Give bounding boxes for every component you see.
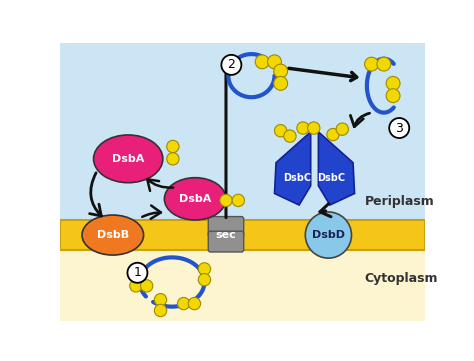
Circle shape: [167, 140, 179, 153]
Text: 3: 3: [395, 122, 403, 135]
Circle shape: [255, 55, 269, 69]
Ellipse shape: [164, 178, 226, 220]
Circle shape: [297, 122, 309, 134]
Circle shape: [198, 263, 210, 275]
Circle shape: [308, 122, 320, 134]
Circle shape: [155, 293, 167, 306]
Circle shape: [377, 57, 391, 71]
Circle shape: [188, 297, 201, 310]
Circle shape: [389, 118, 409, 138]
Text: 1: 1: [134, 266, 141, 279]
Circle shape: [267, 55, 282, 69]
Circle shape: [365, 57, 378, 71]
Text: Periplasm: Periplasm: [365, 195, 434, 208]
FancyBboxPatch shape: [208, 231, 244, 252]
Circle shape: [221, 55, 241, 75]
Circle shape: [220, 194, 232, 206]
Text: DsbA: DsbA: [112, 154, 145, 164]
Circle shape: [273, 64, 288, 78]
Text: Cytoplasm: Cytoplasm: [365, 272, 438, 285]
Circle shape: [128, 263, 147, 283]
Text: DsbA: DsbA: [179, 194, 211, 204]
Circle shape: [198, 274, 210, 286]
Polygon shape: [61, 43, 425, 221]
Circle shape: [305, 212, 352, 258]
Circle shape: [327, 129, 339, 141]
Ellipse shape: [82, 215, 144, 255]
Polygon shape: [61, 250, 425, 321]
Circle shape: [273, 77, 288, 90]
Text: sec: sec: [216, 230, 237, 240]
Circle shape: [167, 153, 179, 165]
Polygon shape: [274, 132, 310, 205]
Circle shape: [177, 297, 190, 310]
Polygon shape: [319, 132, 355, 205]
Circle shape: [130, 280, 142, 292]
Circle shape: [336, 123, 348, 135]
Text: 2: 2: [228, 58, 235, 71]
FancyBboxPatch shape: [208, 217, 244, 238]
Text: DsbD: DsbD: [312, 230, 345, 240]
Circle shape: [155, 304, 167, 317]
Text: DsbC: DsbC: [283, 173, 312, 183]
Text: DsbB: DsbB: [97, 230, 129, 240]
Circle shape: [232, 194, 245, 206]
Text: DsbC: DsbC: [318, 173, 346, 183]
Circle shape: [274, 125, 287, 137]
Circle shape: [284, 130, 296, 142]
Circle shape: [140, 280, 153, 292]
Circle shape: [386, 89, 400, 103]
Circle shape: [386, 77, 400, 90]
Ellipse shape: [93, 135, 163, 183]
Polygon shape: [61, 221, 425, 250]
